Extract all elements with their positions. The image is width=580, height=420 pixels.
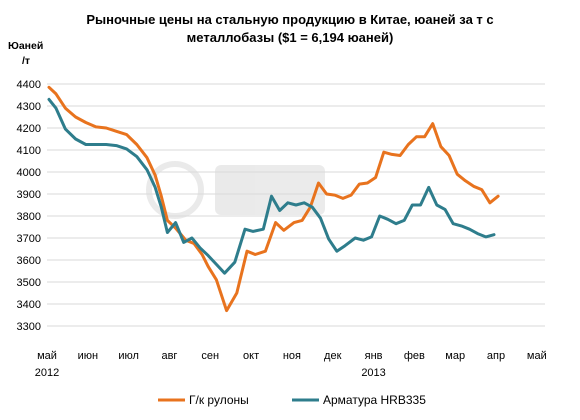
y-tick-label: 3800	[17, 211, 41, 223]
series-line-1	[47, 85, 500, 313]
y-tick-label: 3700	[17, 233, 41, 245]
chart-title-line-2: металлобазы ($1 = 6,194 юаней)	[187, 30, 394, 45]
y-axis-label-line-2: /т	[22, 55, 30, 67]
legend-label: Арматура HRB335	[323, 393, 426, 407]
chart-title-line-1: Рыночные цены на стальную продукцию в Ки…	[86, 12, 493, 27]
x-tick-label: янв	[365, 350, 383, 362]
x-tick-year-label: 2013	[361, 367, 385, 379]
x-tick-year-label: 2012	[35, 367, 59, 379]
y-tick-label: 4300	[17, 101, 41, 113]
x-tick-labels: май 2012 июн июл авг сен окт ноя дек янв 2013 фев ма…	[35, 350, 547, 379]
y-axis-label-line-1: Юаней	[8, 40, 43, 52]
x-tick-label: сен	[201, 350, 219, 362]
x-tick-label: июл	[118, 350, 139, 362]
x-tick-label: мар	[445, 350, 465, 362]
x-tick-label: авг	[161, 350, 177, 362]
x-tick-label: дек	[324, 350, 342, 362]
y-tick-label: 4200	[17, 123, 41, 135]
legend-label: Г/к рулоны	[189, 393, 249, 407]
y-tick-label: 3300	[17, 321, 41, 333]
x-tick-label: апр	[487, 350, 505, 362]
y-tick-label: 3500	[17, 277, 41, 289]
x-tick-label: ноя	[283, 350, 301, 362]
y-tick-label: 4100	[17, 145, 41, 157]
x-tick-label: май	[527, 350, 547, 362]
legend: Г/к рулоны Арматура HRB335	[158, 393, 426, 407]
y-tick-label: 3900	[17, 189, 41, 201]
y-tick-label: 4000	[17, 167, 41, 179]
x-tick-label: июн	[78, 350, 98, 362]
y-tick-labels: 3300 3400 3500 3600 3700 3800 3900 4000 4100 4200…	[17, 79, 41, 333]
y-tick-label: 3600	[17, 255, 41, 267]
y-tick-label: 4400	[17, 79, 41, 91]
y-tick-label: 3400	[17, 299, 41, 311]
x-tick-label: фев	[404, 350, 425, 362]
x-tick-label: май	[37, 350, 57, 362]
x-tick-label: окт	[243, 350, 259, 362]
series-lines	[47, 85, 500, 313]
series-line-2	[47, 97, 496, 275]
